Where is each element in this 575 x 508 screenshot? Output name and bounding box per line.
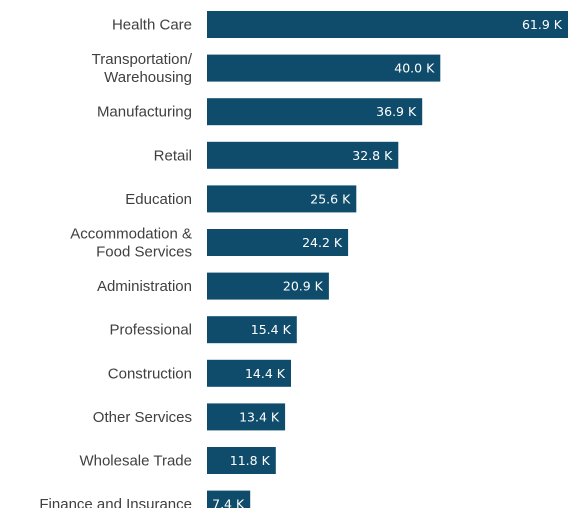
value-label-0: 61.9 K (522, 17, 563, 32)
value-label-1: 40.0 K (394, 61, 435, 76)
value-label-5: 24.2 K (302, 235, 343, 250)
category-label-0: Health Care (112, 17, 192, 34)
value-label-4: 25.6 K (310, 191, 351, 206)
value-label-6: 20.9 K (283, 279, 324, 294)
category-label-9: Other Services (93, 409, 192, 426)
category-label-3: Retail (154, 147, 192, 164)
bars-group (207, 11, 568, 508)
value-label-11: 7.4 K (212, 497, 245, 508)
category-label-2: Manufacturing (97, 104, 192, 121)
bar-5 (207, 229, 349, 256)
category-label-1: Transportation/Warehousing (92, 51, 193, 86)
category-label-10: Wholesale Trade (79, 453, 192, 470)
bar-1 (207, 54, 441, 82)
bar-8 (207, 359, 291, 387)
category-labels-group: Health Care Transportation/Warehousing Man… (39, 17, 192, 508)
bar-4 (207, 185, 357, 213)
value-label-3: 32.8 K (352, 148, 393, 163)
category-label-6: Administration (97, 278, 192, 295)
bar-9 (207, 403, 286, 431)
value-label-10: 11.8 K (230, 453, 271, 468)
bar-0 (207, 11, 568, 38)
value-label-2: 36.9 K (376, 104, 417, 119)
bar-2 (207, 98, 423, 126)
category-label-11: Finance and Insurance (39, 496, 192, 508)
category-label-4: Education (125, 191, 192, 208)
category-label-5: Accommodation & Food Services (70, 226, 192, 261)
bar-7 (207, 316, 297, 344)
category-label-8: Construction (108, 365, 192, 382)
category-label-7: Professional (109, 322, 192, 339)
bar-3 (207, 141, 399, 169)
bar-6 (207, 272, 329, 300)
bar-10 (207, 447, 276, 474)
bar-11 (207, 490, 251, 508)
value-labels-group: 61.9 K 40.0 K 36.9 K 32.8 K 25.6 K 24.2 K 20.9… (212, 17, 563, 508)
value-label-9: 13.4 K (239, 409, 280, 424)
value-label-7: 15.4 K (251, 322, 292, 337)
value-label-8: 14.4 K (245, 366, 286, 381)
